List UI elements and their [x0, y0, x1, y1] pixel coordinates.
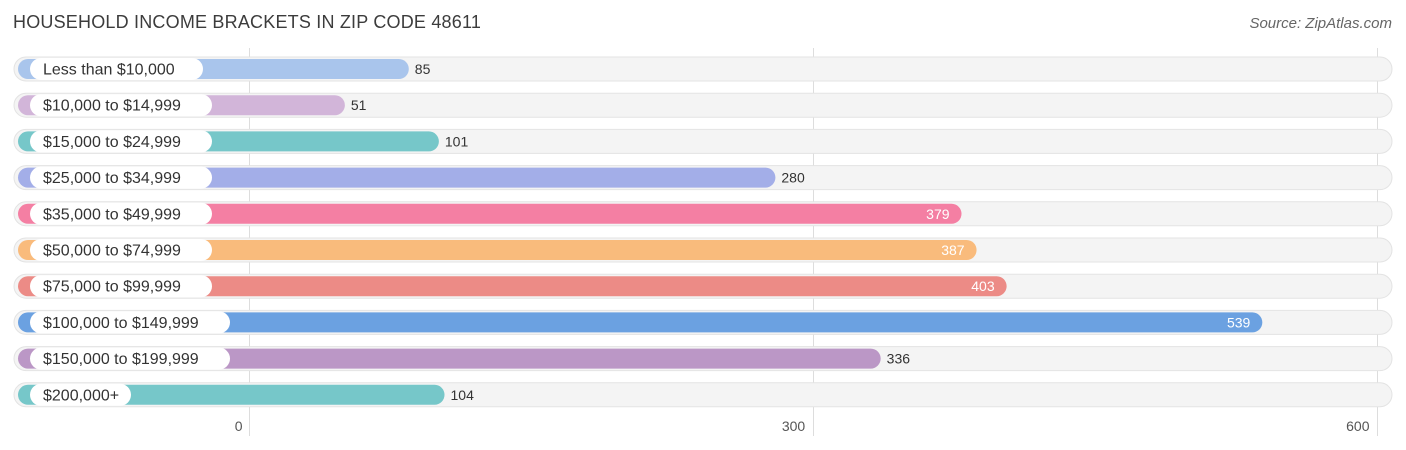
- value-label: 85: [415, 61, 431, 77]
- value-label: 539: [1227, 314, 1251, 330]
- bar: [18, 240, 977, 260]
- category-label: Less than $10,000: [43, 62, 175, 79]
- bar-row: $75,000 to $99,999 403: [13, 273, 1393, 299]
- bar-row: $15,000 to $24,999 101: [13, 128, 1393, 154]
- bar-row: $50,000 to $74,999 387: [13, 237, 1393, 263]
- bar: [18, 203, 962, 224]
- bar: [18, 348, 881, 369]
- value-label: 336: [887, 351, 911, 367]
- bar: [18, 312, 1263, 333]
- bar-row: $25,000 to $34,999 280: [13, 165, 1393, 191]
- value-label: 379: [926, 206, 950, 222]
- bar-row: $35,000 to $49,999 379: [13, 201, 1393, 227]
- category-label-pill: [30, 347, 230, 370]
- chart-title: HOUSEHOLD INCOME BRACKETS IN ZIP CODE 48…: [13, 12, 482, 32]
- category-label-pill: [30, 166, 212, 189]
- bar-track: [13, 92, 1393, 118]
- category-label: $15,000 to $24,999: [43, 134, 181, 151]
- chart-source: Source: ZipAtlas.com: [1249, 15, 1392, 32]
- bar: [18, 276, 1007, 297]
- value-label: 104: [451, 387, 475, 403]
- category-label: $200,000+: [43, 387, 119, 404]
- category-label: $75,000 to $99,999: [43, 279, 181, 296]
- value-label: 101: [445, 133, 469, 149]
- x-axis-ticks: 0 300 600: [235, 418, 1370, 434]
- value-label: 403: [971, 278, 995, 294]
- x-tick-label: 600: [1346, 418, 1370, 434]
- category-label-pill: [30, 130, 212, 153]
- bar-row: $100,000 to $149,999 539: [13, 309, 1393, 335]
- value-label: 280: [781, 170, 805, 186]
- category-label-pill: [30, 275, 212, 298]
- value-label: 51: [351, 97, 367, 113]
- category-label-pill: [30, 311, 230, 334]
- bar-row: $10,000 to $14,999 51: [13, 92, 1393, 118]
- value-label: 387: [941, 242, 965, 258]
- category-label-pill: [30, 239, 212, 261]
- x-tick-label: 0: [235, 418, 243, 434]
- bar-row: $150,000 to $199,999 336: [13, 346, 1393, 372]
- bar-row: Less than $10,000 85: [13, 56, 1393, 82]
- x-tick-label: 300: [782, 418, 806, 434]
- category-label: $10,000 to $14,999: [43, 98, 181, 115]
- category-label-pill: [30, 94, 212, 117]
- category-label: $25,000 to $34,999: [43, 170, 181, 187]
- category-label: $100,000 to $149,999: [43, 315, 199, 332]
- category-label-pill: [30, 58, 203, 80]
- category-label: $35,000 to $49,999: [43, 206, 181, 223]
- bar-rows: Less than $10,000 85$10,000 to $14,999 51$…: [13, 56, 1393, 408]
- category-label-pill: [30, 202, 212, 225]
- category-label: $50,000 to $74,999: [43, 243, 181, 260]
- category-label-pill: [30, 383, 131, 406]
- bar-row: $200,000+ 104: [13, 382, 1393, 408]
- category-label: $150,000 to $199,999: [43, 351, 199, 368]
